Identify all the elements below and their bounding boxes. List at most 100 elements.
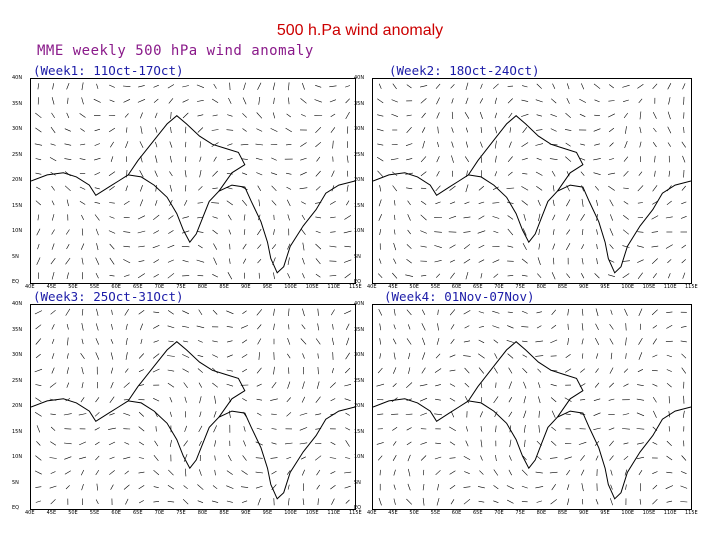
wind-vector [109,470,115,475]
wind-vector [94,143,101,146]
wind-vector [169,396,173,403]
wind-vector [51,112,55,119]
wind-vector [521,186,529,191]
wind-vector [301,469,305,476]
wind-vector [182,325,190,328]
wind-vector [197,231,204,233]
wind-vector [521,485,528,489]
wind-vector [138,85,145,88]
wind-vector [95,338,99,345]
y-tick-label: 10N [12,228,23,234]
wind-vector [406,127,412,133]
wind-vector [331,498,335,505]
wind-vector [185,185,187,192]
wind-vector [50,499,56,505]
wind-vector [666,354,672,358]
wind-vector [451,111,454,120]
wind-vector [392,455,397,461]
wind-vector [523,424,526,433]
wind-vector [564,397,572,402]
wind-vector [213,83,217,89]
wind-vector [682,272,686,279]
wind-vector [407,200,411,206]
wind-vector [80,353,85,359]
wind-vector [623,455,629,461]
wind-vector [507,156,513,162]
wind-vector [480,273,483,279]
wind-vector [185,156,187,162]
wind-vector [36,425,41,433]
wind-vector [406,309,412,316]
wind-vector [330,127,336,133]
wind-vector [581,323,584,331]
wind-vector [229,258,231,264]
wind-vector [167,84,175,89]
wind-vector [257,324,262,330]
wind-vector [450,272,455,279]
wind-vector [579,113,586,117]
wind-vector [581,244,585,250]
wind-vector [392,272,398,279]
wind-vector [94,172,101,176]
wind-vector [492,186,499,190]
wind-vector [343,230,352,234]
wind-vector [51,200,55,206]
wind-vector [536,311,542,314]
wind-vector [480,455,483,461]
wind-vector [523,396,526,404]
x-tick-label: 60E [451,510,462,516]
wind-vector [110,367,114,374]
wind-vector [168,469,174,476]
wind-vector [154,440,159,447]
wind-vector [241,470,248,475]
wind-vector [579,399,586,401]
wind-vector [184,170,187,178]
wind-vector [242,398,247,402]
wind-vector [391,99,398,103]
wind-vector [609,228,614,236]
wind-vector [94,427,100,431]
wind-vector [329,275,337,277]
wind-vector [420,275,427,277]
x-tick-label: 115E [685,284,698,290]
wind-vector [50,258,56,265]
wind-vector [550,440,557,446]
wind-vector [580,368,586,373]
wind-vector [551,309,557,315]
wind-vector [492,83,499,89]
wind-vector [610,484,613,490]
y-tick-label: EQ [12,279,20,285]
wind-vector [81,367,84,375]
wind-vector [288,308,290,317]
wind-vector [550,499,557,505]
wind-vector [608,158,615,161]
wind-vector [140,112,143,119]
wind-vector [199,469,202,476]
wind-vector [226,326,233,328]
wind-vector [377,170,384,177]
coastline [127,341,246,418]
wind-vector [167,273,175,279]
wind-vector [421,323,426,331]
wind-vector [449,441,456,446]
wind-vector [580,171,585,176]
wind-vector [331,337,334,346]
wind-vector [124,308,129,316]
wind-vector [478,500,485,503]
wind-vector [566,273,571,279]
wind-vector [668,170,671,177]
wind-vector [109,396,115,403]
wind-vector [140,126,143,134]
wind-vector [287,243,291,250]
wind-vector [538,243,540,250]
wind-vector [623,368,629,373]
wind-vector [536,325,542,329]
wind-vector [256,367,262,374]
wind-vector [344,215,352,220]
x-tick-label: 65E [133,510,143,516]
wind-vector [596,244,598,250]
wind-vector [509,127,511,133]
wind-vector [288,498,290,506]
wind-vector [464,156,470,163]
wind-vector [478,311,485,314]
